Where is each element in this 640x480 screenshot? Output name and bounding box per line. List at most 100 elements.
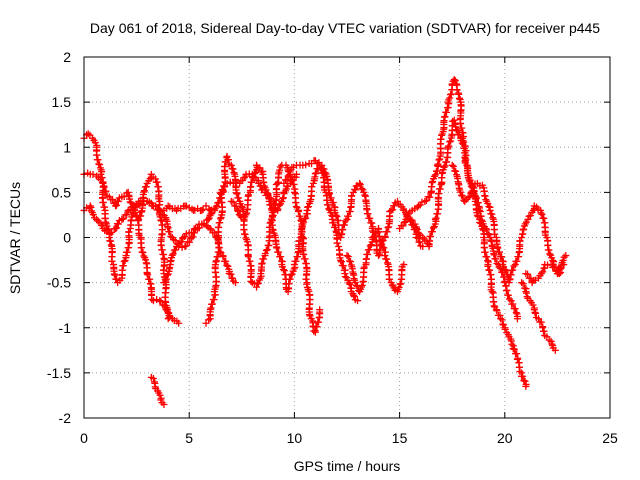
data-point-marker [241,230,249,238]
data-point-marker [238,203,246,211]
data-point-marker [129,203,137,211]
data-point-marker [320,165,328,173]
data-point-marker [412,224,420,232]
data-point-marker [551,346,559,354]
data-point-marker [274,179,282,187]
data-point-marker [435,156,443,164]
data-point-marker [383,228,391,236]
data-point-marker [358,185,366,193]
data-point-marker [483,226,491,234]
data-point-marker [244,253,252,261]
data-point-marker [279,195,287,203]
data-point-marker [166,228,174,236]
data-series-group [406,116,522,323]
data-point-marker [427,232,435,240]
data-point-marker [537,269,545,277]
data-point-marker [501,265,509,273]
data-point-marker [464,194,472,202]
data-point-marker [292,257,300,265]
data-point-marker [490,251,498,259]
data-point-marker [260,182,268,190]
data-point-marker [140,252,148,260]
data-point-marker [497,315,505,323]
data-point-marker [160,279,168,287]
data-point-marker [94,156,102,164]
data-point-marker [210,296,218,304]
data-point-marker [350,291,358,299]
data-point-marker [211,229,219,237]
data-point-marker [455,131,463,139]
data-point-marker [261,250,269,258]
data-series-group [518,279,559,354]
data-point-marker [513,257,521,265]
data-point-marker [501,325,509,333]
data-point-marker [114,198,122,206]
data-point-marker [482,196,490,204]
data-point-marker [188,228,196,236]
data-point-marker [207,210,215,218]
data-point-marker [440,163,448,171]
data-point-marker [560,261,568,269]
chart-title: Day 061 of 2018, Sidereal Day-to-day VTE… [90,20,600,36]
data-point-marker [512,309,520,317]
data-point-marker [327,194,335,202]
data-point-marker [163,271,171,279]
data-point-marker [464,171,472,179]
data-point-marker [524,215,532,223]
data-point-marker [550,263,558,271]
data-point-marker [509,345,517,353]
data-point-marker [280,179,288,187]
data-point-marker [539,324,547,332]
data-point-marker [519,372,527,380]
data-point-marker [520,225,528,233]
data-point-marker [340,221,348,229]
data-point-marker [428,228,436,236]
data-point-marker [229,198,237,206]
y-tick-label: -1.5 [47,365,71,381]
data-point-marker [518,279,526,287]
data-point-marker [198,206,206,214]
data-point-marker [532,309,540,317]
data-point-marker [160,400,168,408]
data-point-marker [164,315,172,323]
x-tick-label: 15 [392,430,408,446]
data-point-marker [347,258,355,266]
data-point-marker [383,259,391,267]
data-series-group [227,161,362,305]
data-point-marker [431,171,439,179]
data-point-marker [100,183,108,191]
data-point-marker [295,237,303,245]
data-point-marker [149,297,157,305]
data-point-marker [229,165,237,173]
data-point-marker [113,201,121,209]
data-point-marker [109,195,117,203]
data-point-marker [366,242,374,250]
data-point-marker [523,293,531,301]
data-series-group [522,261,568,287]
data-point-marker [546,250,554,258]
data-point-marker [248,178,256,186]
data-point-marker [456,188,464,196]
y-tick-label: 1.5 [52,94,72,110]
data-point-marker [172,246,180,254]
data-point-marker [509,300,517,308]
data-point-marker [233,190,241,198]
data-point-marker [504,291,512,299]
data-point-marker [354,297,362,305]
data-point-marker [494,244,502,252]
data-point-marker [304,203,312,211]
data-point-marker [153,295,161,303]
data-point-marker [361,191,369,199]
data-point-marker [205,316,213,324]
data-point-marker [459,192,467,200]
data-point-marker [444,143,452,151]
data-point-marker [280,267,288,275]
data-point-marker [543,234,551,241]
data-point-marker [254,279,262,287]
data-point-marker [387,206,395,214]
data-point-marker [368,234,376,241]
data-point-marker [513,315,521,323]
data-point-marker [142,183,150,191]
data-point-marker [482,224,490,232]
data-point-marker [213,202,221,210]
